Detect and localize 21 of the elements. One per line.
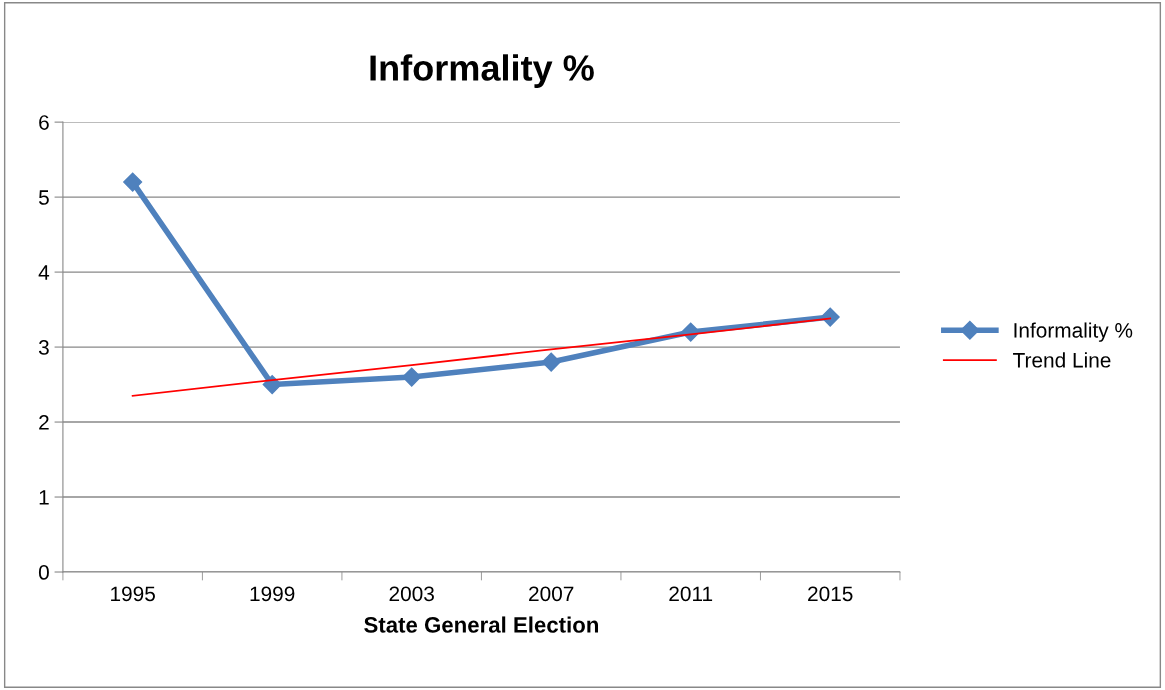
- y-tick-label: 2: [39, 415, 49, 430]
- point: [820, 307, 840, 327]
- point: [541, 352, 561, 372]
- point: [402, 367, 422, 387]
- y-tick-label: 1: [39, 490, 49, 505]
- x-tick-label: 1999: [250, 586, 295, 602]
- y-tick-label: 3: [38, 340, 49, 355]
- legend-label: Trend Line: [1013, 352, 1111, 368]
- x-axis-title: State General Election: [364, 616, 599, 633]
- chart-title: Informality %: [370, 54, 594, 88]
- y-tick-label: 6: [39, 115, 49, 130]
- x-tick-label: 2011: [669, 586, 713, 602]
- x-tick-label: 2003: [389, 586, 434, 602]
- y-tick-label: 4: [38, 265, 50, 280]
- x-tick-label: 2015: [808, 586, 853, 602]
- y-tick-label: 0: [38, 565, 49, 580]
- legend-label: Informality %: [1014, 322, 1133, 342]
- x-tick-label: 2007: [529, 586, 574, 602]
- x-tick-label: 1995: [111, 586, 155, 602]
- y-tick-label: 5: [38, 190, 49, 205]
- point: [123, 172, 143, 192]
